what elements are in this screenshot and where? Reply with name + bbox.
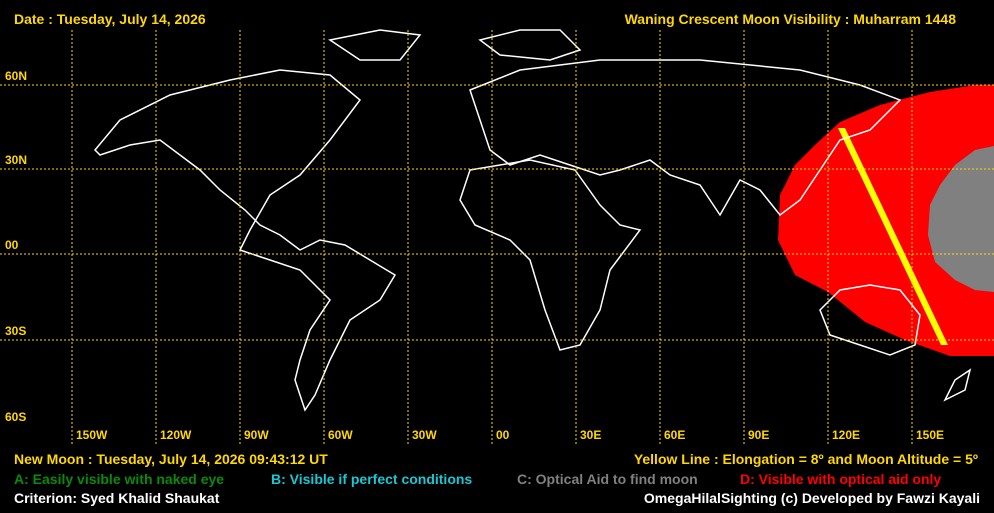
lon-label: 150W bbox=[76, 428, 108, 442]
lon-label: 30E bbox=[580, 428, 602, 442]
graticule bbox=[0, 30, 994, 445]
yellow-line bbox=[838, 128, 948, 345]
lon-label: 120E bbox=[832, 428, 861, 442]
map-title: Waning Crescent Moon Visibility : Muharr… bbox=[624, 11, 956, 27]
lat-label: 00 bbox=[5, 238, 19, 252]
lon-label: 60E bbox=[664, 428, 686, 442]
lon-label: 90E bbox=[748, 428, 770, 442]
new-moon-info: New Moon : Tuesday, July 14, 2026 09:43:… bbox=[14, 451, 328, 467]
lon-label: 00 bbox=[496, 428, 510, 442]
legend-d: D: Visible with optical aid only bbox=[740, 471, 942, 487]
legend-b: B: Visible if perfect conditions bbox=[271, 471, 473, 487]
criterion: Criterion: Syed Khalid Shaukat bbox=[14, 490, 220, 506]
legend-c: C: Optical Aid to find moon bbox=[517, 471, 698, 487]
date-label: Date : Tuesday, July 14, 2026 bbox=[14, 11, 206, 27]
lon-label: 30W bbox=[412, 428, 437, 442]
lon-label: 60W bbox=[328, 428, 353, 442]
legend-a: A: Easily visible with naked eye bbox=[14, 471, 225, 487]
lat-label: 30S bbox=[5, 324, 27, 338]
lat-label: 30N bbox=[5, 153, 28, 167]
lon-label: 90W bbox=[244, 428, 269, 442]
lat-label: 60N bbox=[5, 69, 28, 83]
credit: OmegaHilalSighting (c) Developed by Fawz… bbox=[643, 490, 980, 506]
zone-c-region bbox=[928, 146, 994, 292]
lon-label: 150E bbox=[916, 428, 945, 442]
lon-label: 120W bbox=[160, 428, 192, 442]
yellow-line-info: Yellow Line : Elongation = 8º and Moon A… bbox=[633, 451, 978, 467]
coastlines bbox=[93, 29, 972, 412]
lat-label: 60S bbox=[5, 410, 27, 424]
